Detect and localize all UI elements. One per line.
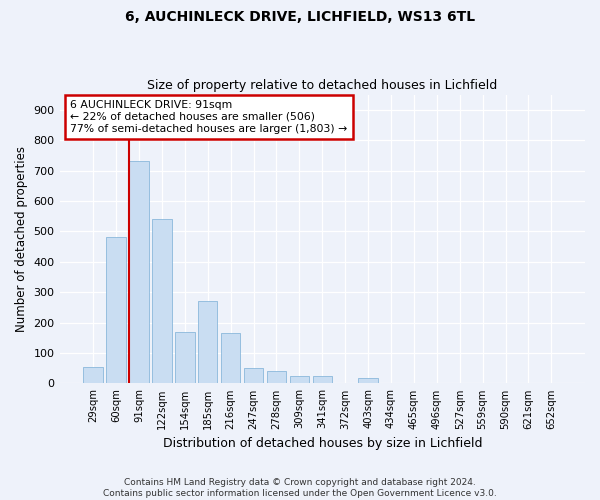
Bar [358,378,378,384]
Bar [129,162,149,384]
Text: Contains HM Land Registry data © Crown copyright and database right 2024.
Contai: Contains HM Land Registry data © Crown c… [103,478,497,498]
Bar [106,238,126,384]
Bar [267,372,286,384]
Bar [290,376,309,384]
Bar [152,219,172,384]
Bar [175,332,194,384]
Y-axis label: Number of detached properties: Number of detached properties [15,146,28,332]
Text: 6, AUCHINLECK DRIVE, LICHFIELD, WS13 6TL: 6, AUCHINLECK DRIVE, LICHFIELD, WS13 6TL [125,10,475,24]
Bar [313,376,332,384]
Text: 6 AUCHINLECK DRIVE: 91sqm
← 22% of detached houses are smaller (506)
77% of semi: 6 AUCHINLECK DRIVE: 91sqm ← 22% of detac… [70,100,347,134]
Bar [198,302,217,384]
X-axis label: Distribution of detached houses by size in Lichfield: Distribution of detached houses by size … [163,437,482,450]
Bar [221,334,241,384]
Title: Size of property relative to detached houses in Lichfield: Size of property relative to detached ho… [147,79,497,92]
Bar [83,366,103,384]
Bar [244,368,263,384]
